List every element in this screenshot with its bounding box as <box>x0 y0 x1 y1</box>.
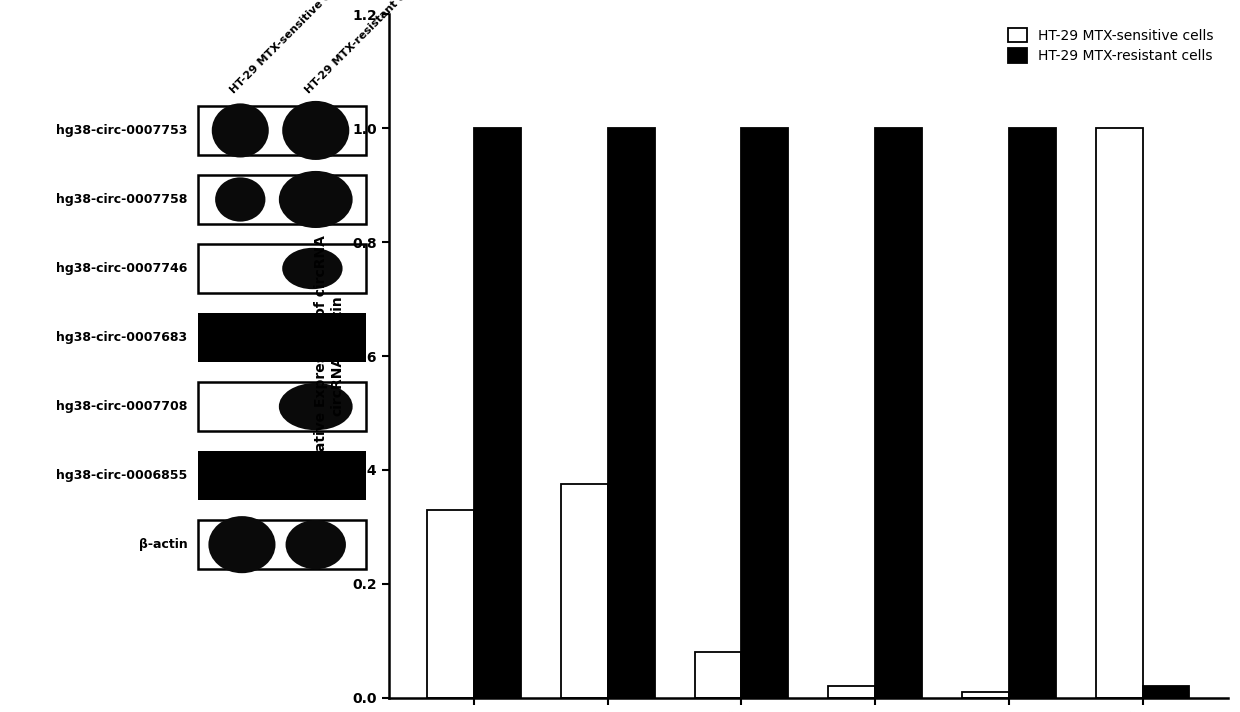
Ellipse shape <box>283 101 350 160</box>
Text: hg38-circ-0007758: hg38-circ-0007758 <box>56 193 187 206</box>
Y-axis label: Relative Expression of circRNA
circRNA/β-actin: Relative Expression of circRNA circRNA/β… <box>314 236 345 476</box>
Text: hg38-circ-0007708: hg38-circ-0007708 <box>56 400 187 413</box>
Bar <box>962 692 1009 698</box>
Bar <box>742 128 789 698</box>
Ellipse shape <box>279 383 352 430</box>
Bar <box>198 106 366 155</box>
Ellipse shape <box>208 516 275 573</box>
Bar <box>198 520 366 570</box>
Text: HT-29 MTX-sensitive cells: HT-29 MTX-sensitive cells <box>228 0 347 95</box>
Ellipse shape <box>285 520 346 570</box>
Bar <box>560 484 608 698</box>
Ellipse shape <box>279 171 352 228</box>
Bar <box>608 128 655 698</box>
Bar <box>694 652 742 698</box>
Text: hg38-circ-0007746: hg38-circ-0007746 <box>56 262 187 275</box>
Ellipse shape <box>215 177 265 221</box>
Bar <box>1009 128 1055 698</box>
Bar <box>198 313 366 362</box>
Ellipse shape <box>283 248 342 289</box>
Text: hg38-circ-0007753: hg38-circ-0007753 <box>56 124 187 137</box>
Legend: HT-29 MTX-sensitive cells, HT-29 MTX-resistant cells: HT-29 MTX-sensitive cells, HT-29 MTX-res… <box>1001 21 1220 70</box>
Text: HT-29 MTX-resistant cells: HT-29 MTX-resistant cells <box>304 0 423 95</box>
Ellipse shape <box>212 103 269 157</box>
Bar <box>198 451 366 501</box>
Text: hg38-circ-0006855: hg38-circ-0006855 <box>56 469 187 482</box>
Bar <box>1096 128 1143 698</box>
Bar <box>875 128 923 698</box>
Bar <box>198 175 366 224</box>
Bar <box>1143 686 1189 698</box>
Bar <box>427 510 474 698</box>
Bar <box>828 686 875 698</box>
Text: β-actin: β-actin <box>139 538 187 551</box>
Text: hg38-circ-0007683: hg38-circ-0007683 <box>56 331 187 344</box>
Bar <box>474 128 521 698</box>
Bar <box>198 244 366 293</box>
Bar <box>198 382 366 431</box>
